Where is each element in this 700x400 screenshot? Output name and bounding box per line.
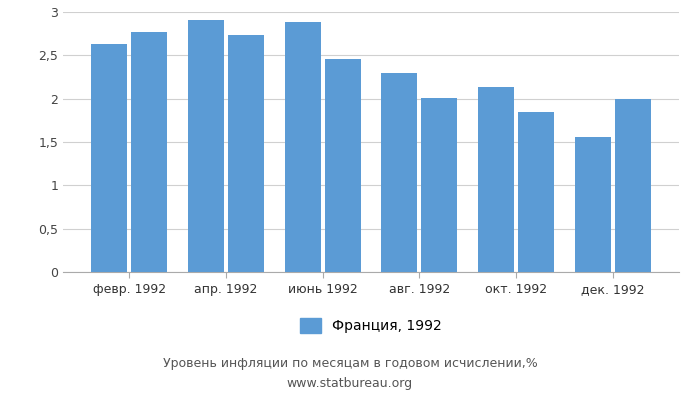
Bar (228, 34, 264, 272)
Bar (518, 112, 554, 272)
Text: www.statbureau.org: www.statbureau.org (287, 378, 413, 390)
Text: Уровень инфляции по месяцам в годовом исчислении,%: Уровень инфляции по месяцам в годовом ис… (162, 358, 538, 370)
Bar (92, 44, 127, 272)
Bar (615, 99, 650, 272)
Bar (131, 32, 167, 272)
Bar (575, 137, 611, 272)
Legend: Франция, 1992: Франция, 1992 (295, 313, 447, 339)
Bar (478, 86, 514, 272)
Bar (188, 20, 224, 272)
Bar (421, 98, 457, 272)
Bar (285, 22, 321, 272)
Bar (382, 73, 417, 272)
Bar (325, 59, 360, 272)
